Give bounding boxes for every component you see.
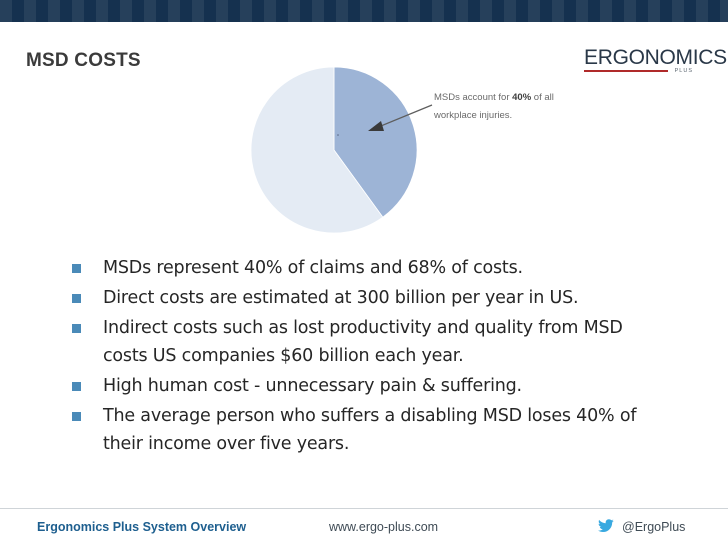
footer: Ergonomics Plus System Overview www.ergo… (0, 509, 728, 546)
footer-website-link[interactable]: www.ergo-plus.com (329, 520, 439, 534)
annotation-prefix: MSDs account for (434, 92, 512, 103)
bullet-item: MSDs represent 40% of claims and 68% of … (72, 254, 672, 282)
bullet-item: Indirect costs such as lost productivity… (72, 314, 672, 370)
bullet-square-icon (72, 324, 81, 333)
bullet-text: The average person who suffers a disabli… (103, 406, 637, 454)
pie-group (250, 66, 418, 234)
footer-divider (0, 508, 728, 509)
bullet-item: The average person who suffers a disabli… (72, 402, 672, 458)
bullet-text: MSDs represent 40% of claims and 68% of … (103, 258, 523, 278)
annotation-arrow-line (375, 104, 433, 129)
bullet-item: High human cost - unnecessary pain & suf… (72, 372, 672, 400)
bullet-text: Direct costs are estimated at 300 billio… (103, 288, 579, 308)
logo-wordmark: ERGONOMICS (584, 46, 727, 69)
twitter-bird-icon (598, 519, 614, 533)
footer-title: Ergonomics Plus System Overview (37, 520, 247, 534)
bullet-item: Direct costs are estimated at 300 billio… (72, 284, 672, 312)
logo-underline (584, 70, 668, 72)
page-title: MSD COSTS (26, 50, 141, 71)
logo-sub: PLUS (674, 68, 693, 74)
bullet-square-icon (72, 294, 81, 303)
annotation-arrow-head (368, 121, 384, 131)
annotation-line2: workplace injuries. (433, 110, 512, 121)
bullet-square-icon (72, 264, 81, 273)
chart-dot (337, 134, 339, 136)
pie-slice (333, 66, 418, 218)
annotation-suffix: of all (531, 92, 554, 103)
bullet-text: High human cost - unnecessary pain & suf… (103, 376, 522, 396)
footer-twitter-handle[interactable]: @ErgoPlus (622, 520, 686, 534)
pie-chart: MSDs account for 40% of all workplace in… (250, 66, 554, 234)
banner-pattern (0, 0, 728, 22)
bullet-list: MSDs represent 40% of claims and 68% of … (72, 254, 672, 460)
pie-slice (250, 66, 384, 234)
bullet-square-icon (72, 412, 81, 421)
top-banner (0, 0, 728, 22)
bullet-square-icon (72, 382, 81, 391)
annotation-bold: 40% (512, 92, 532, 103)
bullet-text: Indirect costs such as lost productivity… (103, 318, 623, 366)
ergonomics-plus-logo: ERGONOMICS PLUS (581, 44, 727, 74)
annotation-line1: MSDs account for 40% of all (434, 92, 554, 103)
